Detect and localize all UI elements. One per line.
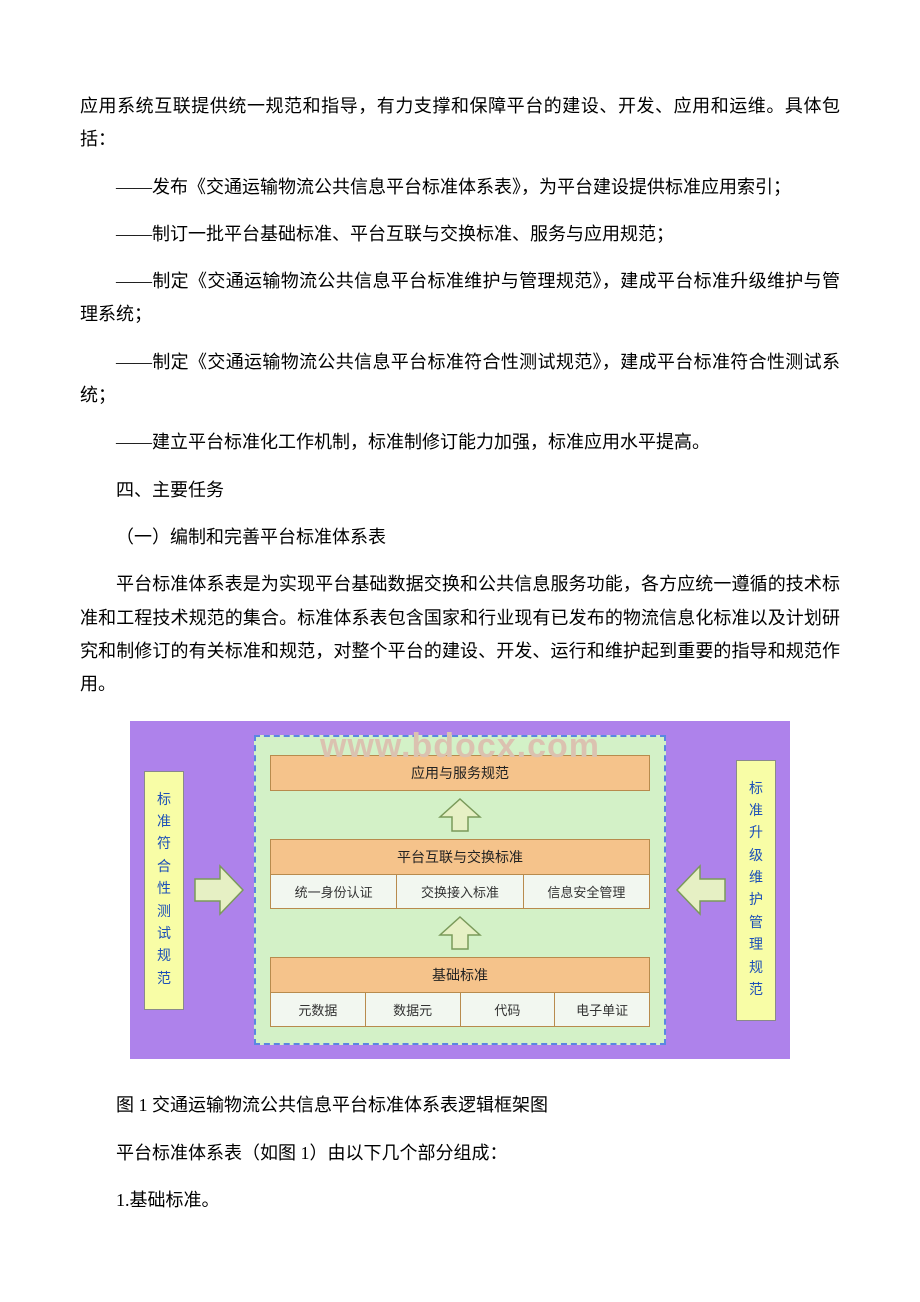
layer-application: 应用与服务规范 <box>270 755 650 791</box>
paragraph: ——制定《交通运输物流公共信息平台标准维护与管理规范》，建成平台标准升级维护与管… <box>80 265 840 332</box>
layer-cell: 信息安全管理 <box>524 874 649 908</box>
figure-caption: 图 1 交通运输物流公共信息平台标准体系表逻辑框架图 <box>80 1089 840 1122</box>
right-side-box: 标准升级维护管理规范 <box>736 760 776 1022</box>
left-side-box: 标准符合性测试规范 <box>144 771 184 1011</box>
paragraph: ——制定《交通运输物流公共信息平台标准符合性测试规范》，建成平台标准符合性测试系… <box>80 346 840 413</box>
paragraph: 平台标准体系表（如图 1）由以下几个部分组成： <box>80 1137 840 1170</box>
layer-cells: 统一身份认证 交换接入标准 信息安全管理 <box>271 874 649 908</box>
paragraph: 应用系统互联提供统一规范和指导，有力支撑和保障平台的建设、开发、应用和运维。具体… <box>80 90 840 157</box>
arrow-left-icon <box>676 863 726 917</box>
layer-title: 应用与服务规范 <box>271 756 649 790</box>
subsection-heading: （一）编制和完善平台标准体系表 <box>80 521 840 554</box>
layer-title: 平台互联与交换标准 <box>271 840 649 874</box>
paragraph: ——制订一批平台基础标准、平台互联与交换标准、服务与应用规范； <box>80 218 840 251</box>
layer-cell: 电子单证 <box>555 992 649 1026</box>
left-side-label: 标准符合性测试规范 <box>157 790 171 992</box>
right-side-label: 标准升级维护管理规范 <box>749 779 763 1003</box>
arrow-up-icon <box>438 915 482 951</box>
layer-cell: 交换接入标准 <box>397 874 523 908</box>
layer-interconnect: 平台互联与交换标准 统一身份认证 交换接入标准 信息安全管理 <box>270 839 650 909</box>
center-panel: 应用与服务规范 平台互联与交换标准 统一身份认证 交换接入标准 信息安全管理 基… <box>254 735 666 1045</box>
framework-diagram: www.bdocx.com 标准符合性测试规范 应用与服务规范 平台互联与交换标… <box>130 721 790 1059</box>
arrow-up-icon <box>438 797 482 833</box>
layer-cell: 元数据 <box>271 992 366 1026</box>
layer-cell: 代码 <box>461 992 556 1026</box>
layer-foundation: 基础标准 元数据 数据元 代码 电子单证 <box>270 957 650 1027</box>
layer-cell: 数据元 <box>366 992 461 1026</box>
paragraph: 1.基础标准。 <box>80 1184 840 1217</box>
paragraph: 平台标准体系表是为实现平台基础数据交换和公共信息服务功能，各方应统一遵循的技术标… <box>80 568 840 701</box>
layer-title: 基础标准 <box>271 958 649 992</box>
layer-cells: 元数据 数据元 代码 电子单证 <box>271 992 649 1026</box>
paragraph: ——发布《交通运输物流公共信息平台标准体系表》，为平台建设提供标准应用索引； <box>80 171 840 204</box>
arrow-right-icon <box>194 863 244 917</box>
layer-cell: 统一身份认证 <box>271 874 397 908</box>
section-heading: 四、主要任务 <box>80 474 840 507</box>
paragraph: ——建立平台标准化工作机制，标准制修订能力加强，标准应用水平提高。 <box>80 426 840 459</box>
